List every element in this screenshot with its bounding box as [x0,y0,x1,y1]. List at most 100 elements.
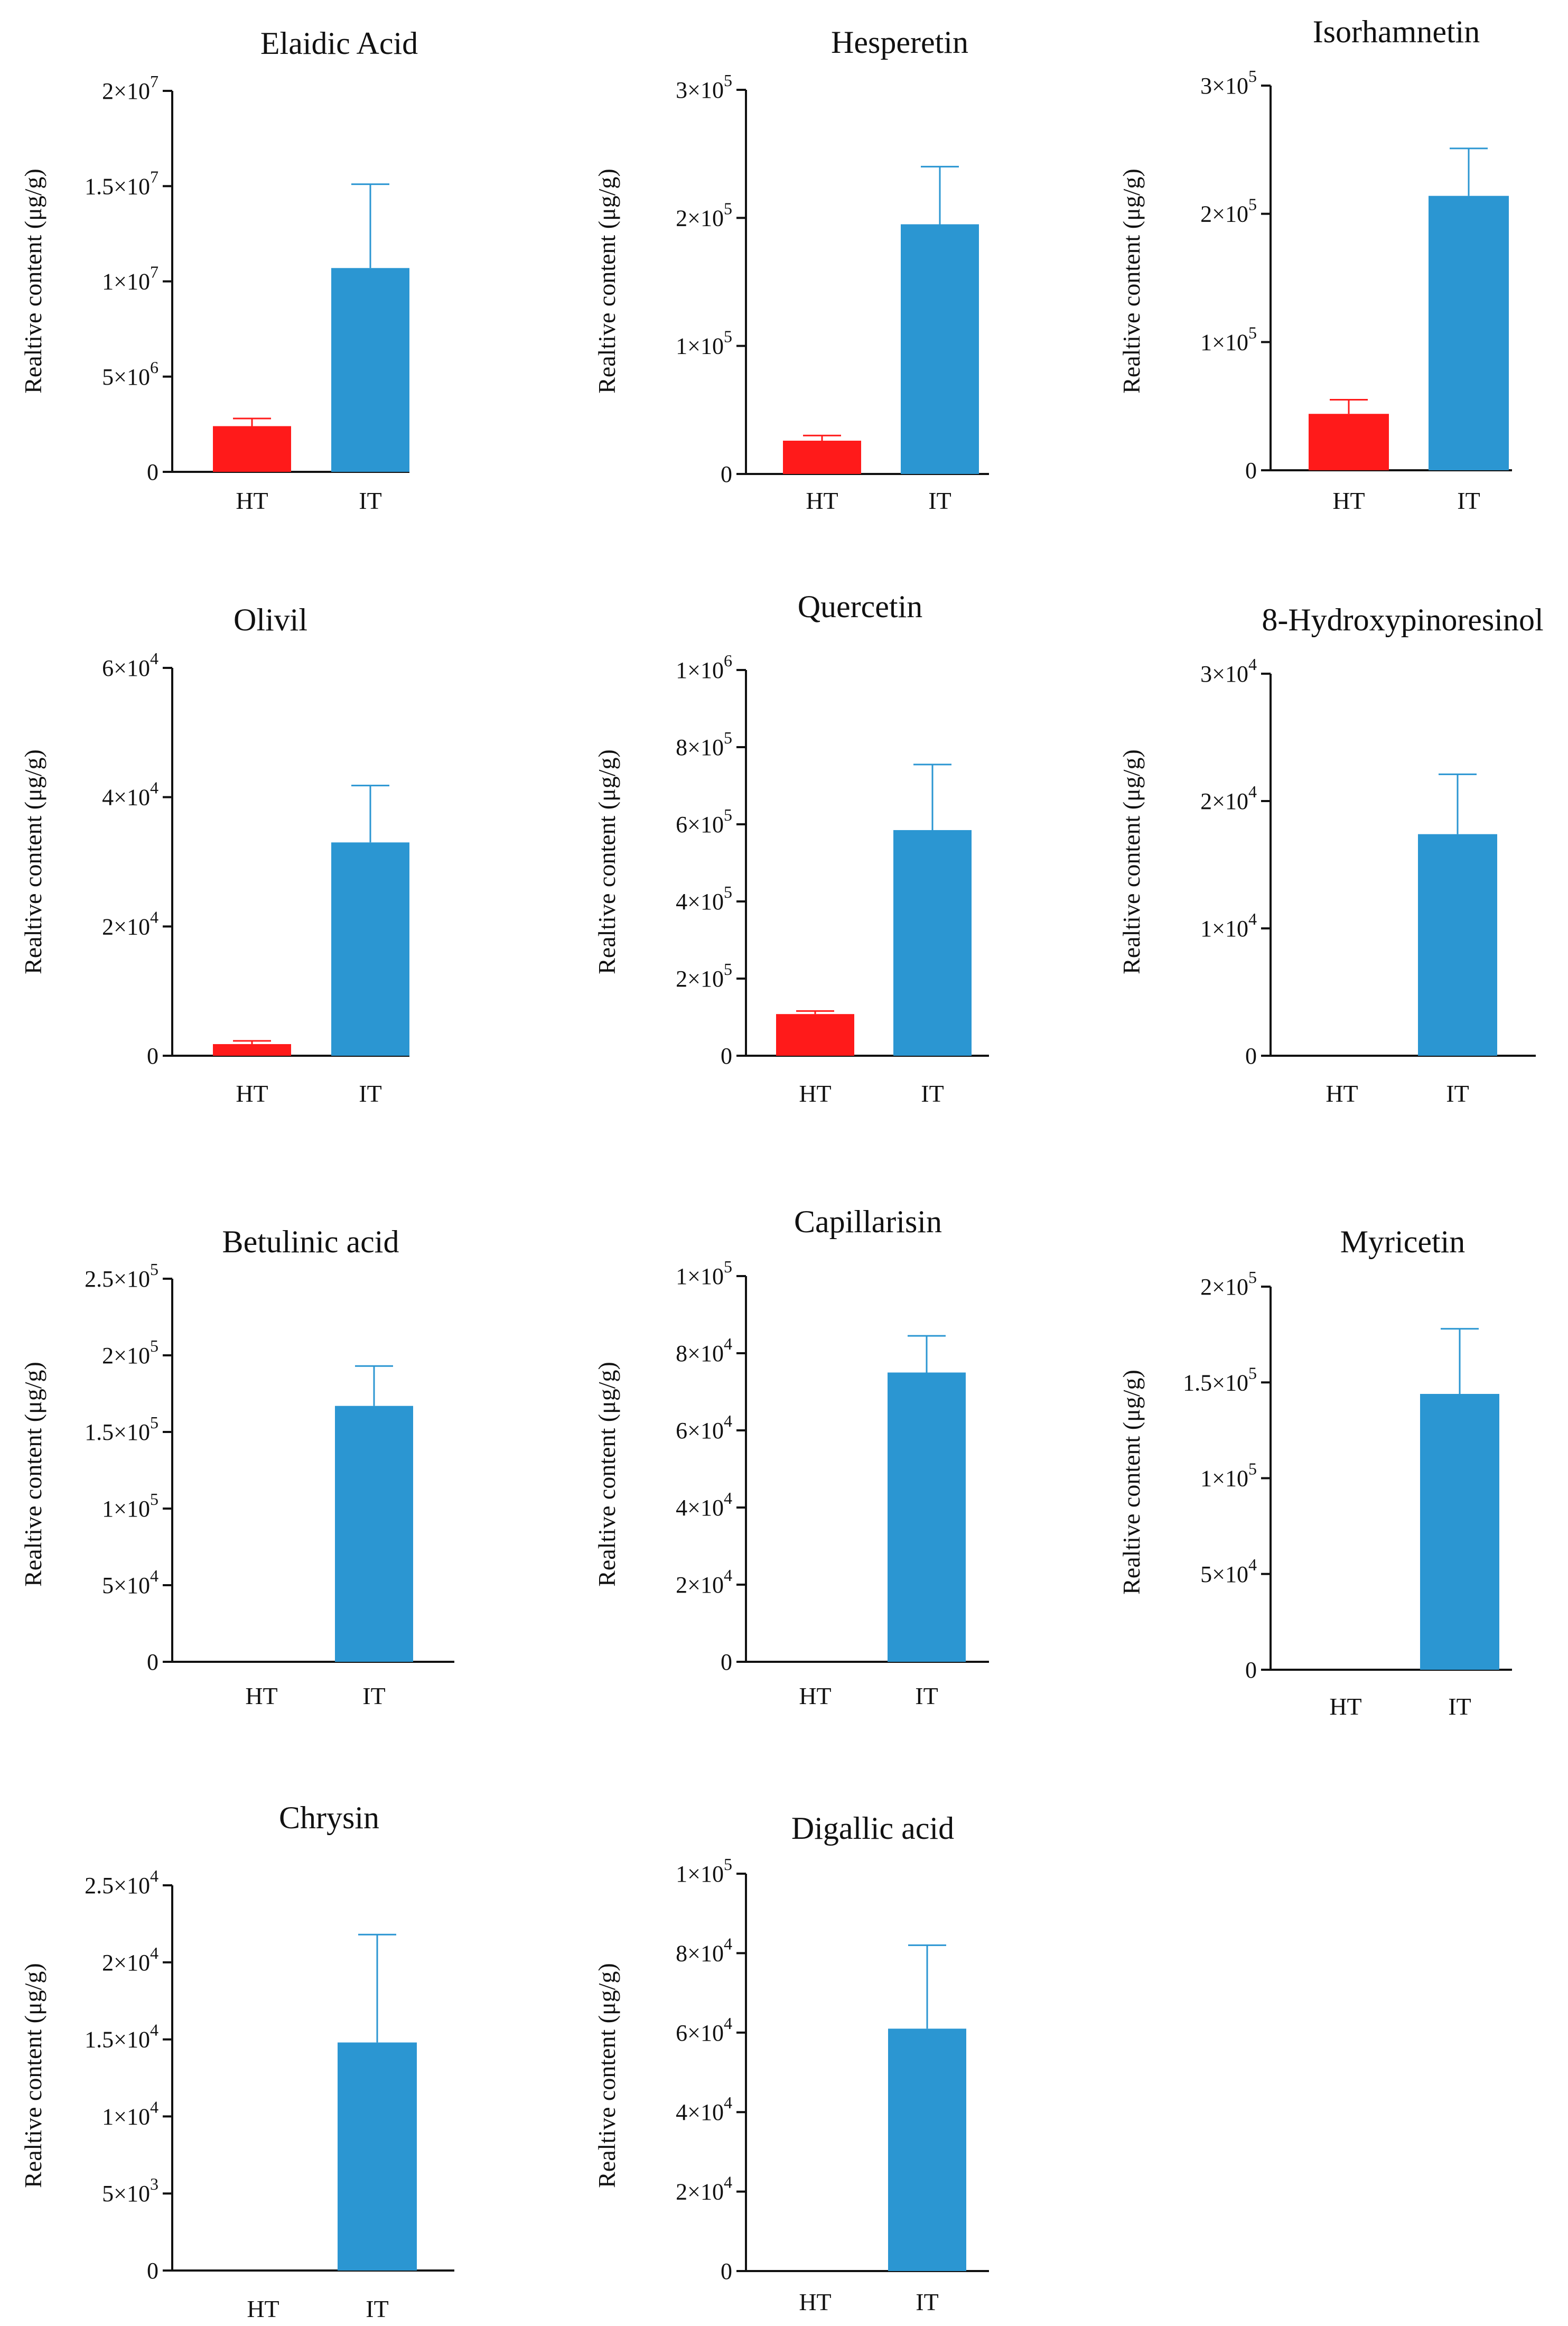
y-tick-label: 0 [147,1043,158,1069]
chart-title: Hesperetin [831,25,968,60]
bar-it [893,830,972,1056]
y-tick-label: 1.5×105 [1183,1363,1257,1395]
y-tick-label: 1×104 [1200,909,1257,942]
y-tick-label: 0 [1245,1657,1257,1683]
bar-it [1420,1394,1499,1670]
bar-ht [213,426,291,472]
y-tick-label: 2×104 [676,1566,732,1598]
y-axis-label: Realtive content (μg/g) [20,1963,46,2188]
y-axis-label: Realtive content (μg/g) [20,169,46,394]
chart-8-hydroxypinoresinol: 8-Hydroxypinoresinol Realtive content (μg… [1118,602,1544,1107]
y-tick-label: 2×104 [676,2173,732,2205]
y-tick-label: 1×106 [676,651,732,683]
bar-it [331,268,409,472]
x-tick-label-ht: HT [236,487,268,514]
y-tick-label: 3×105 [676,71,732,103]
chart-elaidic-acid: Elaidic Acid Realtive content (μg/g) 0 5×10… [20,26,418,514]
y-axis-label: Realtive content (μg/g) [593,1362,620,1587]
y-tick-label: 8×104 [676,1934,732,1966]
x-tick-label-ht: HT [236,1080,268,1107]
y-tick-label: 1.5×105 [85,1413,158,1445]
chart-quercetin: Quercetin Realtive content (μg/g) 0 2×105 4×… [593,589,989,1107]
y-axis-label: Realtive content (μg/g) [1118,169,1145,394]
y-tick-label: 3×105 [1200,67,1257,99]
chart-title: Digallic acid [791,1811,954,1846]
y-tick-label: 0 [147,459,158,485]
chart-title: Olivil [234,602,307,637]
chart-title: Capillarisin [794,1204,942,1239]
x-tick-label-it: IT [921,1080,944,1107]
y-axis-label: Realtive content (μg/g) [593,169,620,394]
chart-title: Quercetin [798,589,923,624]
y-axis-label: Realtive content (μg/g) [20,1362,46,1587]
y-tick-label: 4×104 [676,1488,732,1521]
x-tick-label-it: IT [916,2288,938,2315]
y-tick-label: 0 [147,2258,158,2284]
chart-capillarisin: Capillarisin Realtive content (μg/g) 0 2×10… [593,1204,989,1709]
x-tick-label-ht: HT [1326,1080,1358,1107]
x-tick-label-ht: HT [1329,1693,1361,1720]
y-tick-label: 1×105 [1200,1459,1257,1492]
y-tick-label: 6×104 [102,649,158,681]
y-tick-label: 6×105 [676,805,732,838]
y-tick-label: 0 [147,1649,158,1675]
chart-chrysin: Chrysin Realtive content (μg/g) 0 5×103 1×10… [20,1800,454,2322]
x-tick-label-it: IT [366,2295,388,2322]
y-tick-label: 2×105 [102,1336,158,1369]
bar-it [1418,834,1497,1056]
y-tick-label: 5×104 [102,1566,158,1598]
y-tick-label: 4×104 [102,778,158,811]
y-tick-label: 5×104 [1200,1555,1257,1587]
y-axis-label: Realtive content (μg/g) [593,749,620,974]
bar-it [338,2042,417,2271]
y-axis-label: Realtive content (μg/g) [593,1963,620,2188]
y-tick-label: 0 [1245,458,1257,483]
chart-digallic-acid: Digallic acid Realtive content (μg/g) 0 2×1… [593,1811,989,2315]
y-tick-label: 0 [1245,1043,1257,1069]
y-tick-label: 1.5×107 [85,167,158,199]
y-tick-label: 2.5×105 [85,1260,158,1292]
y-tick-label: 5×103 [102,2174,158,2207]
bar-it [1429,196,1509,470]
y-tick-label: 6×104 [676,2014,732,2046]
chart-title: Elaidic Acid [260,26,418,61]
x-tick-label-it: IT [359,1080,381,1107]
y-tick-label: 1×107 [102,263,158,295]
y-tick-label: 2×104 [1200,782,1257,814]
x-tick-label-it: IT [362,1682,385,1709]
x-tick-label-ht: HT [799,2288,831,2315]
chart-title: Betulinic acid [222,1224,399,1259]
bar-it [335,1406,413,1662]
y-axis-label: Realtive content (μg/g) [1118,749,1145,974]
x-tick-label-ht: HT [799,1682,831,1709]
y-tick-label: 0 [721,461,732,487]
x-tick-label-it: IT [1448,1693,1471,1720]
y-axis-label: Realtive content (μg/g) [1118,1370,1145,1595]
chart-title: Myricetin [1340,1224,1466,1259]
y-tick-label: 5×106 [102,358,158,390]
y-tick-label: 2.5×104 [85,1866,158,1899]
x-tick-label-it: IT [359,487,381,514]
x-tick-label-ht: HT [806,487,838,514]
y-tick-label: 2×104 [102,1943,158,1976]
bar-ht [783,440,861,474]
bar-it [888,1372,966,1662]
y-tick-label: 1×105 [676,327,732,359]
bar-ht [213,1044,291,1056]
y-tick-label: 4×105 [676,882,732,915]
y-tick-label: 0 [721,1043,732,1069]
bar-it [901,224,979,474]
chart-title: Isorhamnetin [1313,14,1480,49]
x-tick-label-it: IT [1446,1080,1469,1107]
y-tick-label: 1×105 [676,1855,732,1887]
x-tick-label-ht: HT [247,2295,279,2322]
x-tick-label-ht: HT [245,1682,277,1709]
y-tick-label: 2×104 [102,907,158,939]
y-tick-label: 1×105 [102,1490,158,1522]
y-tick-label: 0 [721,2258,732,2284]
chart-myricetin: Myricetin Realtive content (μg/g) 0 5×104 1×… [1118,1224,1512,1720]
x-tick-label-it: IT [915,1682,938,1709]
y-tick-label: 1.5×104 [85,2021,158,2053]
x-tick-label-ht: HT [1332,487,1365,514]
y-tick-label: 4×104 [676,2093,732,2125]
